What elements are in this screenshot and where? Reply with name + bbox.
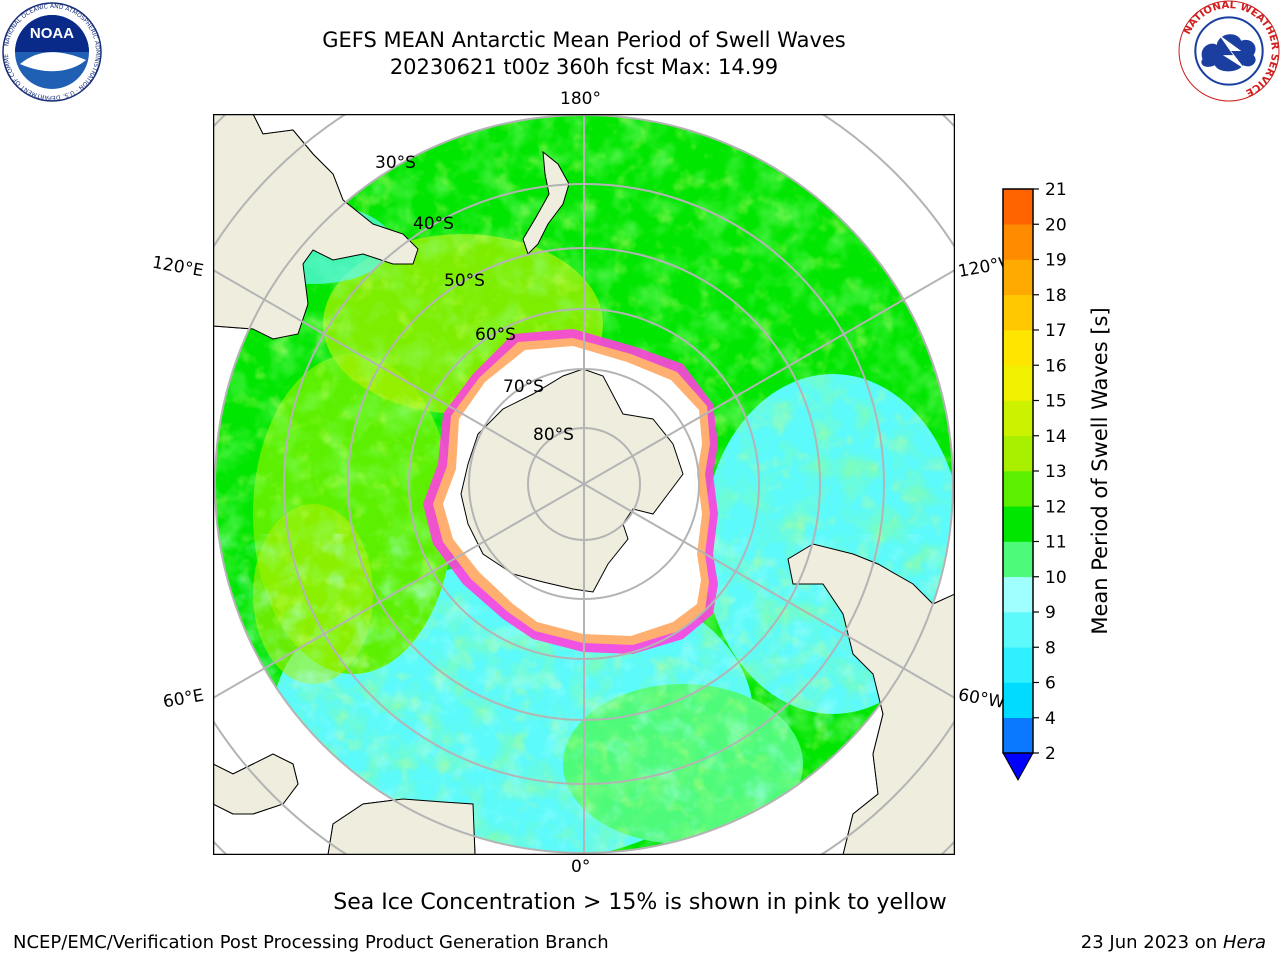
colorbar-tick-label: 18 bbox=[1045, 286, 1067, 306]
polar-map-canvas: 30°S 40°S 50°S 60°S 70°S 80°S bbox=[212, 113, 956, 856]
colorbar-tick-label: 9 bbox=[1045, 603, 1056, 623]
colorbar-ticks: 2 4 6 8 9 10 11 12 13 14 15 16 17 18 19 20 21 bbox=[1033, 180, 1067, 764]
lat-label: 60°S bbox=[475, 325, 516, 345]
run-date-text: 23 Jun 2023 on bbox=[1080, 932, 1223, 953]
run-date: 23 Jun 2023 on Hera bbox=[1081, 932, 1266, 953]
colorbar-tick-label: 21 bbox=[1045, 180, 1067, 200]
colorbar-tick-label: 8 bbox=[1045, 638, 1056, 658]
colorbar-segment bbox=[1003, 717, 1033, 754]
colorbar-tick-label: 10 bbox=[1045, 568, 1067, 588]
lat-label: 30°S bbox=[375, 153, 416, 173]
colorbar-tick-label: 4 bbox=[1045, 709, 1056, 729]
lon-label-bottom: 0° bbox=[571, 857, 591, 877]
colorbar-segment bbox=[1003, 647, 1033, 683]
lon-label-top: 180° bbox=[560, 89, 601, 109]
polar-map: 30°S 40°S 50°S 60°S 70°S 80°S bbox=[212, 113, 956, 856]
colorbar-segment bbox=[1003, 682, 1033, 719]
colorbar-segment bbox=[1003, 294, 1033, 331]
colorbar-segment bbox=[1003, 506, 1033, 542]
latitude-labels: 30°S 40°S 50°S 60°S 70°S 80°S bbox=[375, 153, 574, 445]
colorbar-tick-label: 14 bbox=[1045, 427, 1067, 447]
colorbar-segment bbox=[1003, 330, 1033, 366]
colorbar: 2 4 6 8 9 10 11 12 13 14 15 16 17 18 19 20 21 Mean Perio… bbox=[1002, 180, 1112, 782]
lat-label: 50°S bbox=[444, 271, 485, 291]
sea-ice-caption: Sea Ice Concentration > 15% is shown in … bbox=[333, 890, 947, 915]
noaa-logo: NOAA NATIONAL OCEANIC AND ATMOSPHERIC AD… bbox=[2, 2, 102, 102]
lat-label: 80°S bbox=[533, 425, 574, 445]
colorbar-segment bbox=[1003, 435, 1033, 472]
lat-label: 40°S bbox=[413, 214, 454, 234]
colorbar-tick-label: 2 bbox=[1045, 744, 1056, 764]
colorbar-tick-label: 16 bbox=[1045, 356, 1067, 376]
colorbar-segment bbox=[1003, 400, 1033, 437]
colorbar-tick-label: 20 bbox=[1045, 215, 1067, 235]
colorbar-segment bbox=[1003, 259, 1033, 296]
colorbar-label: Mean Period of Swell Waves [s] bbox=[1088, 307, 1112, 634]
lon-label-lower-left: 60°E bbox=[161, 685, 206, 713]
lat-label: 70°S bbox=[503, 377, 544, 397]
colorbar-segment bbox=[1003, 224, 1033, 260]
colorbar-tick-label: 12 bbox=[1045, 497, 1067, 517]
noaa-logo-text: NOAA bbox=[30, 25, 74, 42]
colorbar-segment bbox=[1003, 541, 1033, 578]
colorbar-segments bbox=[1003, 189, 1033, 754]
run-host: Hera bbox=[1222, 932, 1266, 953]
lon-label-upper-left: 120°E bbox=[150, 252, 206, 282]
colorbar-tick-label: 11 bbox=[1045, 533, 1067, 553]
colorbar-segment bbox=[1003, 471, 1033, 507]
colorbar-segment bbox=[1003, 612, 1033, 648]
map-subtitle: 20230621 t00z 360h fcst Max: 14.99 bbox=[389, 55, 779, 79]
colorbar-segment bbox=[1003, 189, 1033, 225]
nws-logo: NATIONAL WEATHER SERVICE bbox=[1178, 0, 1280, 102]
colorbar-segment bbox=[1003, 576, 1033, 613]
colorbar-tick-label: 13 bbox=[1045, 462, 1067, 482]
colorbar-tick-label: 17 bbox=[1045, 321, 1067, 341]
colorbar-tick-label: 19 bbox=[1045, 251, 1067, 271]
colorbar-tick-label: 6 bbox=[1045, 674, 1056, 694]
colorbar-segment bbox=[1003, 365, 1033, 401]
colorbar-under-triangle bbox=[1002, 752, 1034, 782]
colorbar-tick-label: 15 bbox=[1045, 392, 1067, 412]
map-title: GEFS MEAN Antarctic Mean Period of Swell… bbox=[322, 28, 846, 52]
producer-credit: NCEP/EMC/Verification Post Processing Pr… bbox=[13, 932, 609, 953]
